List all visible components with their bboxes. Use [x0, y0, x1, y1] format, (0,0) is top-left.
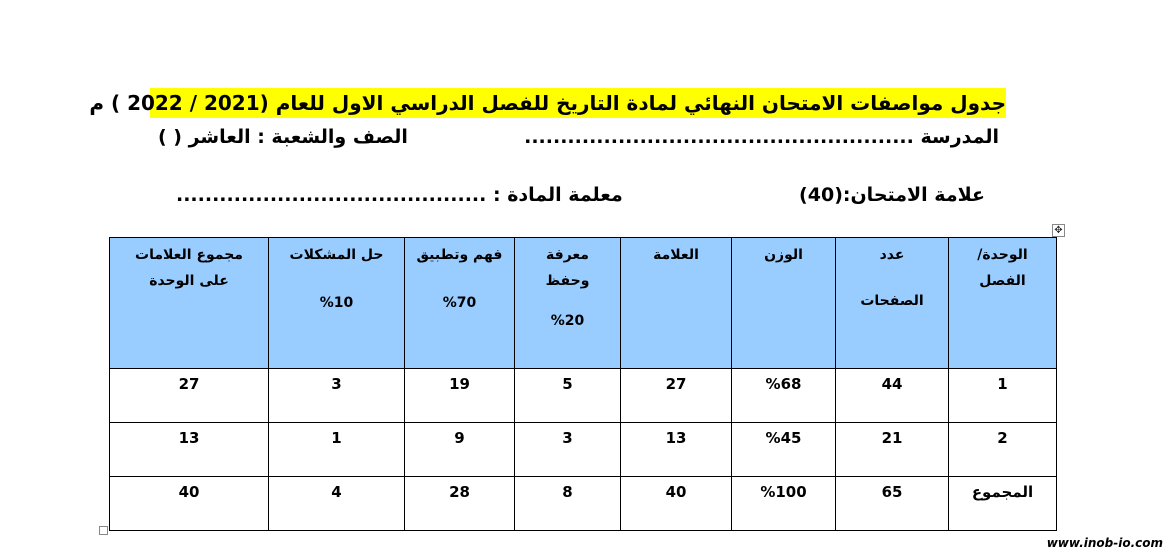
- cell: 13: [109, 422, 269, 477]
- specifications-table: الوحدة/الفصل عدد الصفحات الوزن العلامة مع…: [109, 237, 1057, 531]
- cell: 40: [109, 476, 269, 531]
- header-understanding: فهم وتطبيق %70: [404, 237, 515, 369]
- exam-mark: علامة الامتحان:(40): [799, 184, 985, 206]
- header-problem-solving: حل المشكلات %10: [268, 237, 405, 369]
- header-weight: الوزن: [731, 237, 836, 369]
- table-row-total: المجموع 65 %100 40 8 28 4 40: [109, 476, 1057, 531]
- cell: 21: [835, 422, 949, 477]
- cell: 44: [835, 368, 949, 423]
- cell: %45: [731, 422, 836, 477]
- teacher-field: معلمة المادة : .........................…: [176, 184, 623, 206]
- header-knowledge: معرفة وحفظ %20: [514, 237, 621, 369]
- cell: 40: [620, 476, 732, 531]
- cell: %100: [731, 476, 836, 531]
- table-row: 1 44 %68 27 5 19 3 27: [109, 368, 1057, 423]
- header-total: مجموع العلامات على الوحدة: [109, 237, 269, 369]
- cell: 5: [514, 368, 621, 423]
- cell: 28: [404, 476, 515, 531]
- header-mark: العلامة: [620, 237, 732, 369]
- cell: %68: [731, 368, 836, 423]
- table-move-handle-icon[interactable]: ✥: [1052, 224, 1065, 237]
- cell: 13: [620, 422, 732, 477]
- cell: 4: [268, 476, 405, 531]
- cell: 8: [514, 476, 621, 531]
- document-title: جدول مواصفات الامتحان النهائي لمادة التا…: [89, 88, 1007, 118]
- school-field: المدرسة ................................…: [524, 126, 999, 148]
- table-header-row: الوحدة/الفصل عدد الصفحات الوزن العلامة مع…: [109, 237, 1057, 369]
- cell: 65: [835, 476, 949, 531]
- cell: 9: [404, 422, 515, 477]
- table-row: 2 21 %45 13 3 9 1 13: [109, 422, 1057, 477]
- cell: 1: [948, 368, 1057, 423]
- class-field: الصف والشعبة : العاشر ( ): [158, 126, 408, 148]
- cell: 3: [268, 368, 405, 423]
- cell: المجموع: [948, 476, 1057, 531]
- cell: 3: [514, 422, 621, 477]
- header-unit: الوحدة/الفصل: [948, 237, 1057, 369]
- cell: 2: [948, 422, 1057, 477]
- table-resize-handle[interactable]: [99, 526, 108, 535]
- header-pages: عدد الصفحات: [835, 237, 949, 369]
- cell: 19: [404, 368, 515, 423]
- watermark: www.inob-io.com: [1046, 536, 1163, 550]
- cell: 27: [109, 368, 269, 423]
- cell: 27: [620, 368, 732, 423]
- cell: 1: [268, 422, 405, 477]
